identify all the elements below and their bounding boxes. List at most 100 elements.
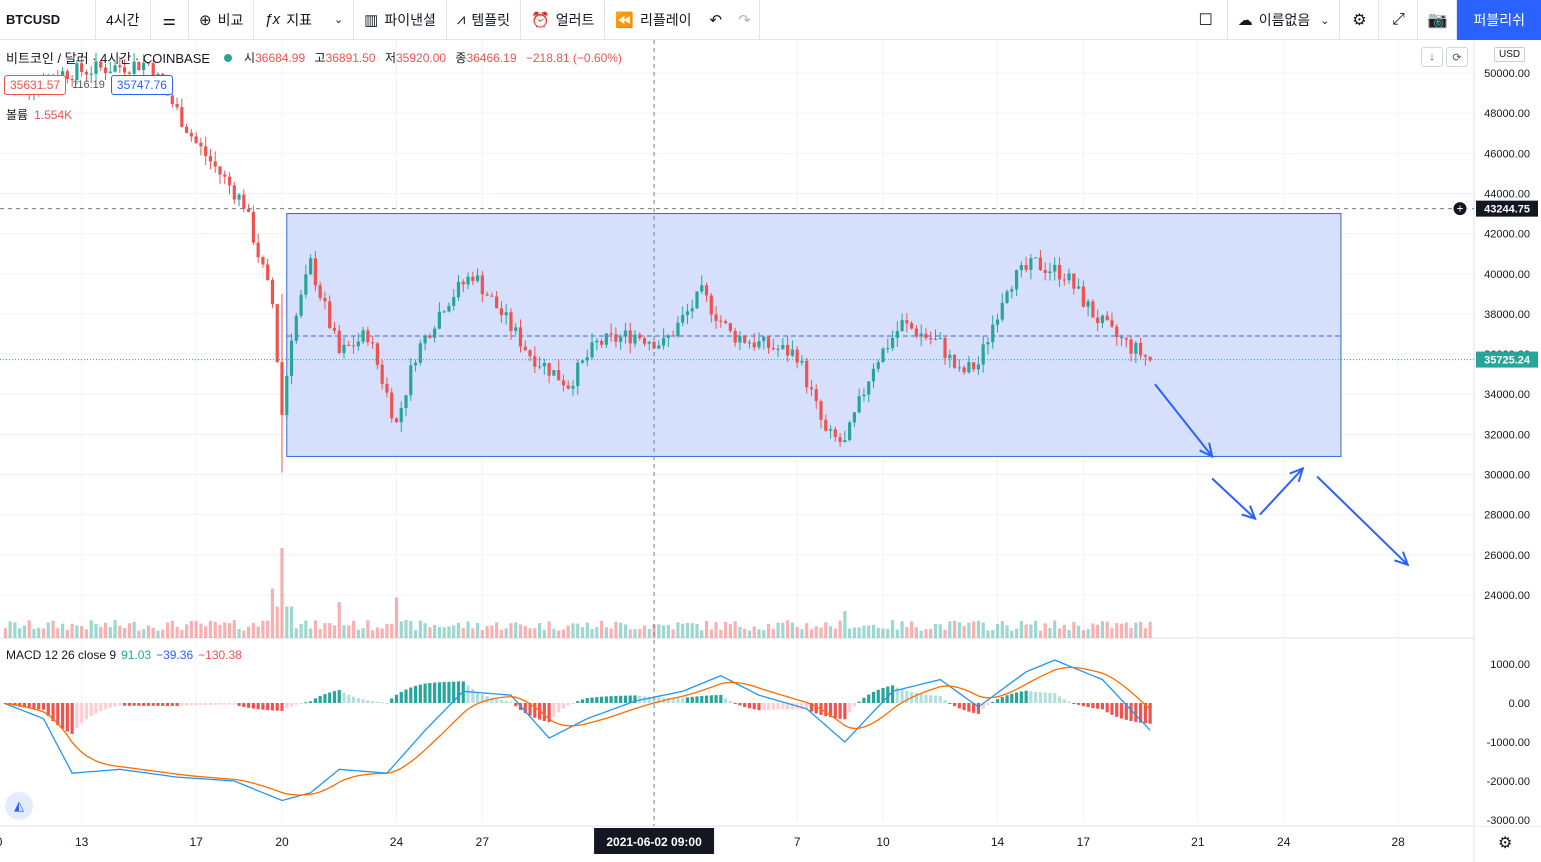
volume-bar bbox=[146, 625, 151, 638]
macd-histogram-bar bbox=[609, 696, 613, 703]
candle-body bbox=[94, 61, 98, 74]
chart-canvas[interactable]: 50000.00 48000.00 46000.00 44000.00 42000.00… bbox=[0, 40, 1541, 862]
undo-button[interactable]: ↶ bbox=[702, 0, 731, 40]
currency-button[interactable]: USD bbox=[1494, 47, 1526, 62]
macd-histogram-bar bbox=[595, 697, 599, 703]
settings-button[interactable]: ⚙ bbox=[1340, 0, 1380, 40]
macd-histogram-bar bbox=[652, 697, 656, 703]
macd-histogram-bar bbox=[332, 691, 337, 703]
candle-body bbox=[890, 337, 895, 349]
volume-bar bbox=[1148, 621, 1152, 638]
candle-body bbox=[251, 211, 255, 243]
macd-histogram-bar bbox=[685, 697, 690, 703]
candle-body bbox=[394, 418, 399, 423]
volume-bar bbox=[962, 626, 966, 638]
candle-body bbox=[304, 274, 308, 295]
macd-histogram-bar bbox=[1086, 703, 1090, 708]
volume-bar bbox=[103, 622, 108, 638]
volume-bar bbox=[848, 628, 852, 638]
candle-body bbox=[237, 194, 241, 200]
alert-button[interactable]: ⏰ 얼러트 bbox=[521, 0, 606, 40]
macd-histogram-bar bbox=[328, 692, 332, 703]
price-axis-background bbox=[1475, 40, 1541, 826]
snapshot-button[interactable]: 📷 bbox=[1418, 0, 1458, 40]
macd-histogram-bar bbox=[776, 703, 780, 710]
macd-histogram-bar bbox=[867, 694, 871, 703]
volume-bar bbox=[843, 611, 847, 638]
volume-bar bbox=[561, 629, 566, 638]
cloud-icon: ☁ bbox=[1237, 12, 1253, 29]
macd-histogram-bar bbox=[75, 703, 79, 729]
macd-histogram-bar bbox=[480, 694, 484, 703]
candle-body bbox=[743, 336, 747, 343]
macd-histogram-bar bbox=[876, 689, 880, 703]
scroll-down-button[interactable]: ↓ bbox=[1421, 47, 1443, 67]
macd-histogram-bar bbox=[900, 689, 904, 703]
open-key: 시 bbox=[244, 51, 256, 65]
volume-bar bbox=[571, 623, 575, 638]
layout-name-button[interactable]: ☁ 이름없음 ⌄ bbox=[1228, 0, 1341, 40]
candle-body bbox=[485, 294, 489, 296]
macd-histogram-bar bbox=[862, 697, 866, 703]
volume-bar bbox=[967, 622, 971, 638]
candle-body bbox=[418, 343, 422, 363]
replay-button[interactable]: ⏪ 리플레이 bbox=[605, 0, 701, 40]
symbol-search-button[interactable]: BTCUSD bbox=[0, 0, 96, 40]
volume-value: 1.554K bbox=[34, 108, 73, 122]
candle-body bbox=[285, 375, 289, 416]
candle-body bbox=[490, 295, 494, 297]
candle-body bbox=[719, 320, 723, 322]
volume-bar bbox=[137, 630, 141, 638]
candle-body bbox=[1081, 286, 1085, 307]
candle-body bbox=[800, 360, 804, 363]
volume-bar bbox=[1105, 621, 1109, 638]
candle-style-button[interactable]: ⚌ bbox=[151, 0, 189, 40]
volume-bar bbox=[1019, 620, 1023, 638]
volume-bar bbox=[227, 623, 232, 638]
volume-bar bbox=[986, 630, 990, 638]
time-tick-label: 21 bbox=[1191, 835, 1205, 849]
candle-body bbox=[910, 323, 914, 329]
scale-mode-button[interactable]: ⟳ bbox=[1446, 47, 1468, 67]
candle-body bbox=[871, 368, 876, 382]
tradingview-logo-icon[interactable]: ◭ bbox=[5, 792, 33, 820]
volume-bar bbox=[924, 629, 928, 638]
buy-price-button[interactable]: 35747.76 bbox=[110, 75, 173, 95]
fullscreen-button[interactable]: ⤢ bbox=[1379, 0, 1419, 40]
macd-histogram-bar bbox=[1124, 703, 1128, 720]
candle-body bbox=[700, 285, 704, 292]
candle-body bbox=[709, 295, 713, 315]
financials-button[interactable]: ▥ 파이낸셜 bbox=[354, 0, 447, 40]
candle-body bbox=[814, 389, 818, 402]
series-legend: 비트코인 / 달러 · 4시간 · COINBASE 시36684.99 고36… bbox=[6, 48, 628, 67]
candle-body bbox=[347, 344, 351, 346]
compare-button[interactable]: ⊕ 비교 bbox=[189, 0, 255, 40]
volume-bar bbox=[662, 625, 666, 638]
sell-price-button[interactable]: 35631.57 bbox=[4, 75, 67, 95]
volume-bar bbox=[919, 630, 923, 638]
macd-histogram-bar bbox=[743, 703, 747, 707]
candle-body bbox=[242, 194, 246, 209]
macd-histogram-bar bbox=[1005, 695, 1009, 703]
layout-select-button[interactable]: ☐ bbox=[1185, 0, 1228, 40]
candle-body bbox=[1129, 339, 1133, 354]
volume-bar bbox=[218, 624, 222, 638]
macd-histogram-bar bbox=[1134, 703, 1138, 722]
macd-histogram-bar bbox=[976, 703, 981, 714]
publish-button[interactable]: 퍼블리쉬 bbox=[1457, 0, 1541, 40]
macd-histogram-bar bbox=[80, 703, 84, 724]
candle-body bbox=[1143, 355, 1147, 357]
candle-body bbox=[809, 387, 814, 390]
redo-button[interactable]: ↷ bbox=[730, 0, 760, 40]
candle-body bbox=[170, 95, 174, 105]
volume-bar bbox=[332, 625, 337, 638]
templates-button[interactable]: ⩘ 템플릿 bbox=[447, 0, 521, 40]
macd-histogram-bar bbox=[1148, 703, 1152, 724]
chart-settings-gear-icon[interactable]: ⚙ bbox=[1498, 835, 1513, 852]
indicators-button[interactable]: ƒx 지표 ⌄ bbox=[254, 0, 355, 40]
candle-body bbox=[471, 276, 475, 281]
candle-body bbox=[642, 338, 647, 344]
candle-body bbox=[247, 208, 251, 212]
volume-bar bbox=[270, 588, 275, 638]
interval-button[interactable]: 4시간 bbox=[96, 0, 151, 40]
